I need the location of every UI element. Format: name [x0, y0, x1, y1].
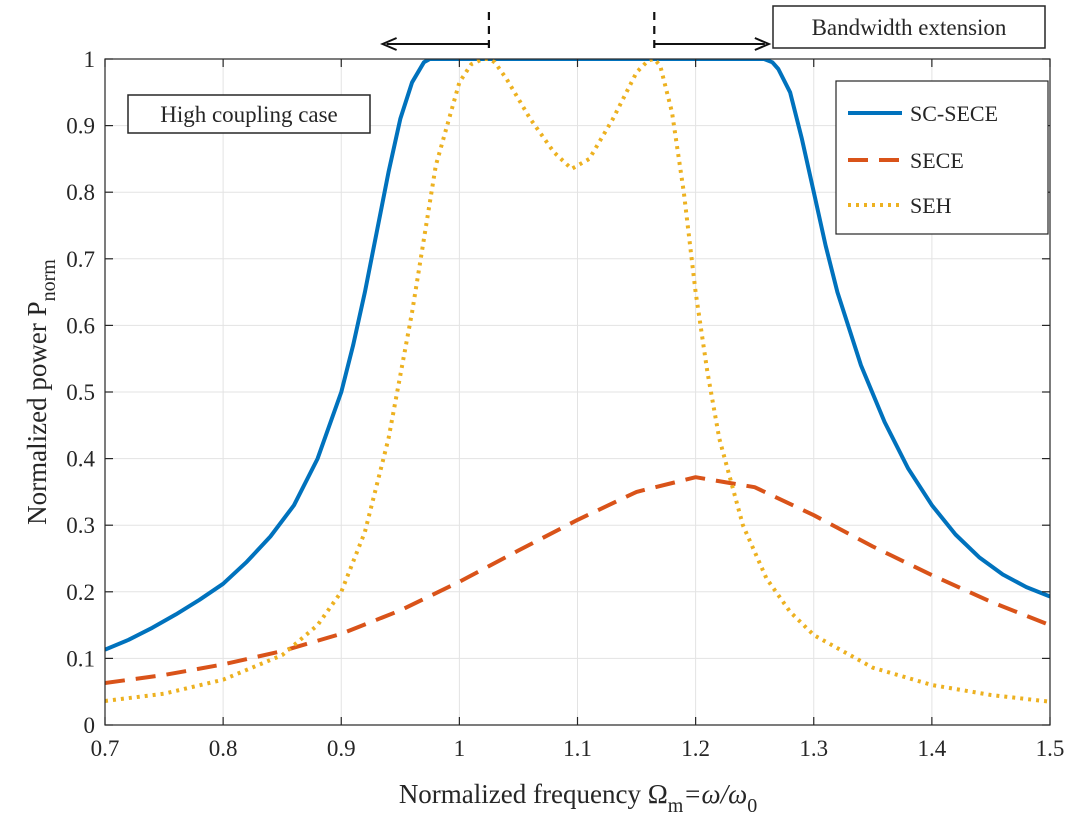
- bandwidth-text: Bandwidth extension: [812, 15, 1007, 40]
- y-tick-label: 1: [84, 47, 96, 72]
- x-tick-label: 1.5: [1036, 736, 1065, 761]
- x-tick-label: 0.8: [209, 736, 238, 761]
- series-line-sece: [105, 475, 1050, 685]
- x-tick-label: 1: [454, 736, 466, 761]
- x-tick-label: 0.7: [91, 736, 120, 761]
- x-tick-label: 1.2: [681, 736, 710, 761]
- y-axis-label-subscript: norm: [38, 259, 60, 302]
- axis-ticks: 0.7 0.8 0.9 1 1.1 1.2 1.3 1.4 1.5 0 0.1 0.2 0.3 0.4 0.…: [66, 47, 1064, 761]
- x-tick-label: 1.1: [563, 736, 592, 761]
- legend-box: [835, 80, 1049, 235]
- x-axis-label-tail: =ω/ω: [683, 779, 747, 809]
- legend: SC-SECE SECE SEH: [835, 80, 1049, 235]
- high-coupling-box: [127, 94, 371, 134]
- x-axis-label-subscript: m: [668, 795, 684, 817]
- x-axis-label: Normalized frequency Ωm=ω/ω0: [399, 779, 757, 817]
- legend-label-seh: SEH: [910, 193, 952, 218]
- series-line-seh: [105, 59, 1050, 704]
- high-coupling-annotation: High coupling case: [127, 94, 371, 134]
- legend-label-sc-sece: SC-SECE: [910, 101, 998, 126]
- series-line-sc-sece: [105, 59, 1050, 652]
- y-tick-label: 0.5: [66, 380, 95, 405]
- series-lines: [105, 59, 1050, 704]
- y-tick-label: 0: [84, 713, 96, 738]
- y-tick-label: 0.2: [66, 580, 95, 605]
- y-axis-label-main: Normalized power P: [22, 301, 52, 524]
- bandwidth-markers: [380, 12, 772, 52]
- y-tick-label: 0.4: [66, 447, 95, 472]
- bandwidth-box: [772, 5, 1046, 49]
- y-tick-label: 0.8: [66, 180, 95, 205]
- x-tick-label: 1.3: [799, 736, 828, 761]
- y-tick-label: 0.3: [66, 513, 95, 538]
- x-tick-label: 0.9: [327, 736, 356, 761]
- arrow-right-head: [754, 37, 772, 51]
- y-tick-label: 0.1: [66, 646, 95, 671]
- x-tick-label: 1.4: [918, 736, 947, 761]
- bandwidth-annotation: Bandwidth extension: [772, 5, 1046, 49]
- y-tick-label: 0.7: [66, 247, 95, 272]
- legend-label-sece: SECE: [910, 148, 964, 173]
- arrow-left-head: [380, 37, 397, 51]
- x-axis-label-tail-subscript: 0: [747, 795, 757, 817]
- y-tick-label: 0.9: [66, 114, 95, 139]
- y-tick-label: 0.6: [66, 313, 95, 338]
- high-coupling-text: High coupling case: [160, 102, 338, 127]
- grid-lines: [104, 58, 1051, 726]
- y-axis-label: Normalized power Pnorm: [22, 259, 60, 525]
- x-axis-label-main: Normalized frequency Ω: [399, 779, 668, 809]
